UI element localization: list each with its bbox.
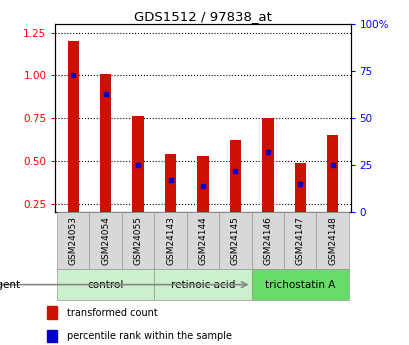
Text: retinoic acid: retinoic acid — [170, 280, 235, 289]
Bar — [154, 212, 186, 269]
Title: GDS1512 / 97838_at: GDS1512 / 97838_at — [134, 10, 271, 23]
Bar — [57, 269, 154, 300]
Text: trichostatin A: trichostatin A — [265, 280, 335, 289]
Bar — [326, 135, 337, 212]
Text: GSM24143: GSM24143 — [166, 216, 175, 265]
Text: GSM24148: GSM24148 — [328, 216, 336, 265]
Text: GSM24147: GSM24147 — [295, 216, 304, 265]
Bar — [186, 212, 219, 269]
Text: GSM24146: GSM24146 — [263, 216, 272, 265]
Text: percentile rank within the sample: percentile rank within the sample — [67, 331, 231, 341]
Text: GSM24054: GSM24054 — [101, 216, 110, 265]
Bar — [197, 156, 208, 212]
Bar — [47, 330, 57, 342]
Text: GSM24144: GSM24144 — [198, 216, 207, 265]
Bar — [121, 212, 154, 269]
Bar — [47, 306, 57, 319]
Text: GSM24145: GSM24145 — [230, 216, 239, 265]
Bar — [57, 212, 89, 269]
Bar — [294, 162, 305, 212]
Bar — [261, 118, 273, 212]
Bar — [67, 41, 79, 212]
Bar — [100, 74, 111, 212]
Bar — [283, 212, 316, 269]
Text: transformed count: transformed count — [67, 308, 157, 318]
Bar — [251, 212, 283, 269]
Bar — [251, 269, 348, 300]
Text: GSM24055: GSM24055 — [133, 216, 142, 265]
Text: GSM24053: GSM24053 — [69, 216, 77, 265]
Bar — [154, 269, 251, 300]
Bar — [316, 212, 348, 269]
Bar — [229, 140, 240, 212]
Bar — [132, 117, 144, 212]
Bar — [219, 212, 251, 269]
Bar — [164, 154, 176, 212]
Text: control: control — [87, 280, 124, 289]
Text: agent: agent — [0, 280, 20, 289]
Bar — [89, 212, 121, 269]
